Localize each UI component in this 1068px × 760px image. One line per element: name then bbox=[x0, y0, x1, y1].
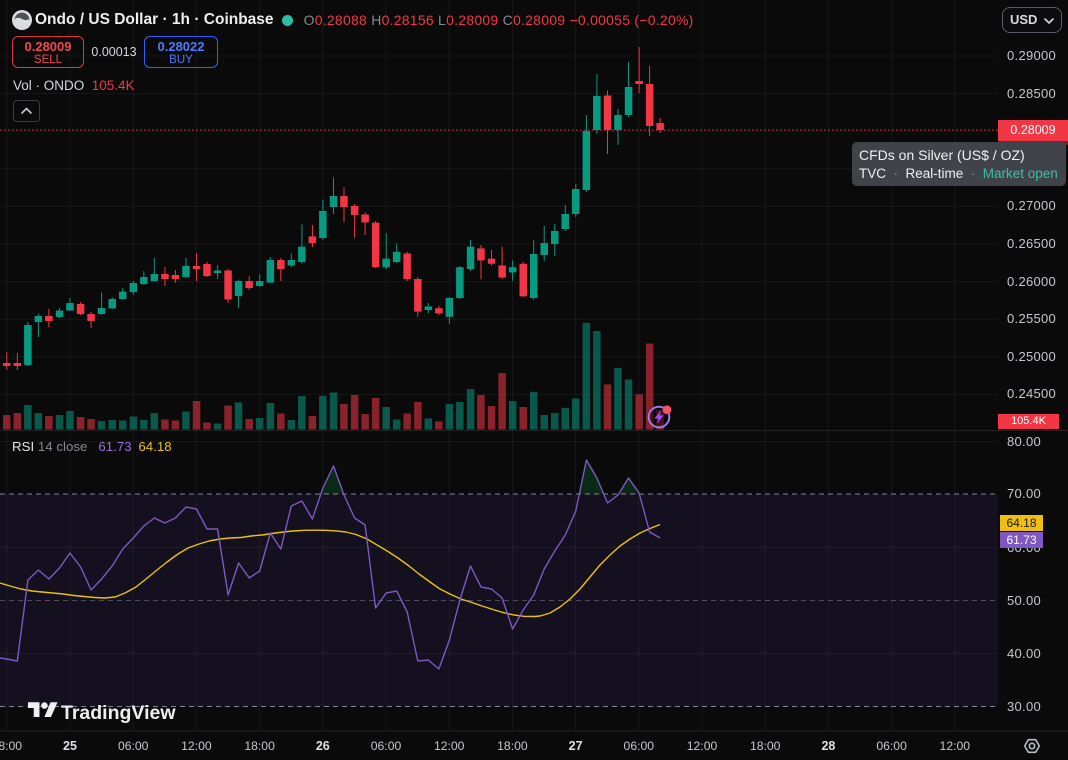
svg-text:TradingView: TradingView bbox=[61, 702, 176, 724]
